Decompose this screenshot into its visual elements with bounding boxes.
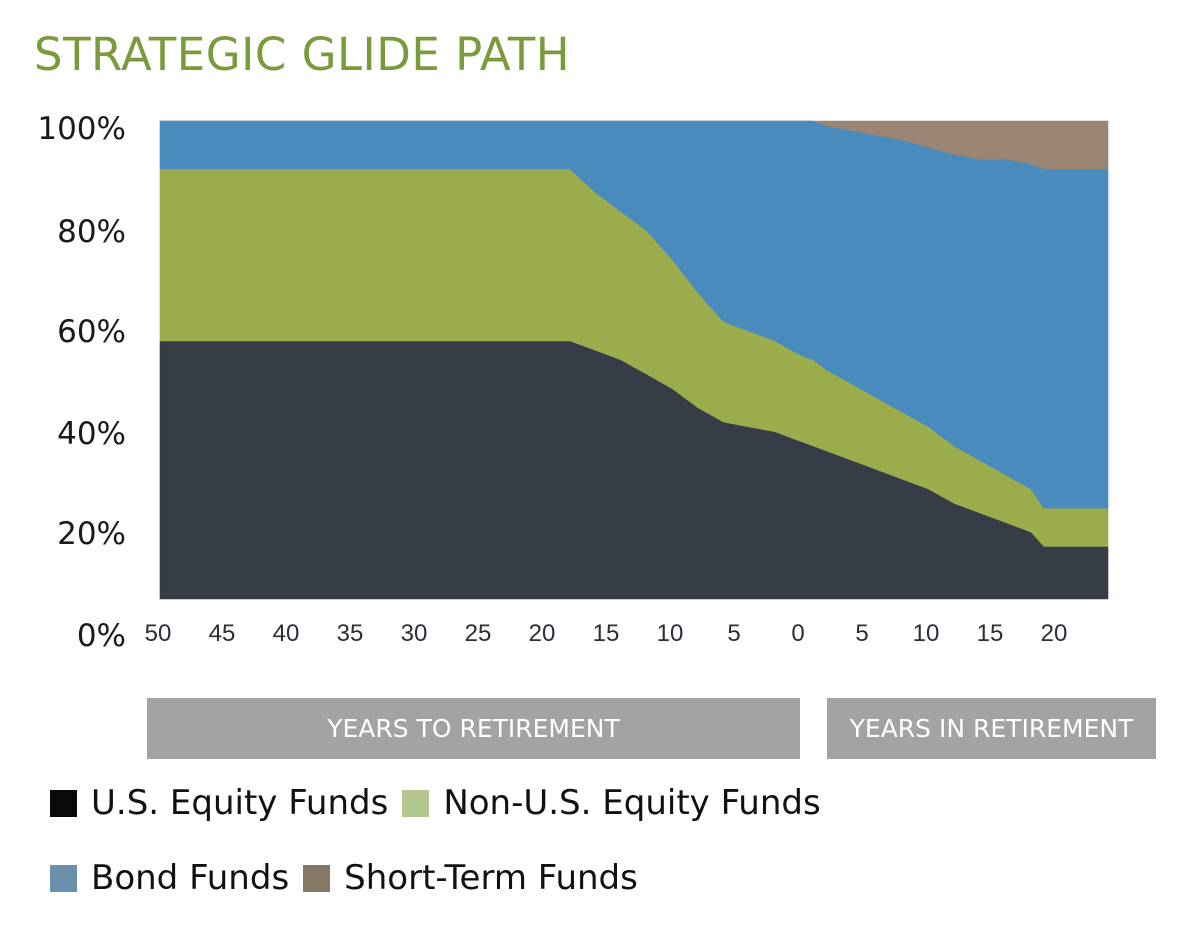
y-tick-60: 60% [57,314,126,350]
legend-label: Non-U.S. Equity Funds [443,783,821,823]
x-tick-label: 5 [727,620,741,647]
area-series-group [159,120,1109,600]
legend-row-2: Bond Funds Short-Term Funds [50,858,652,898]
x-tick-label: 20 [1040,620,1068,647]
x-tick-label: 0 [791,620,805,647]
y-tick-100: 100% [37,111,126,147]
legend-label: Bond Funds [91,858,290,898]
y-tick-40: 40% [57,416,126,452]
x-tick-label: 15 [592,620,620,647]
legend-item-non-us-equity: Non-U.S. Equity Funds [402,783,821,823]
y-tick-0: 0% [76,618,126,654]
legend-label: Short-Term Funds [344,858,638,898]
x-tick-label: 20 [528,620,556,647]
chart-title: STRATEGIC GLIDE PATH [34,28,571,81]
bond-swatch-icon [50,864,77,892]
x-tick-label: 30 [400,620,428,647]
x-tick-label: 10 [912,620,940,647]
short-term-area [160,120,1109,170]
x-tick-label: 40 [272,620,300,647]
legend-item-short-term: Short-Term Funds [303,858,638,898]
legend-item-us-equity: U.S. Equity Funds [50,783,388,823]
x-tick-label: 50 [144,620,172,647]
legend-row-1: U.S. Equity Funds Non-U.S. Equity Funds [50,783,835,823]
x-tick-label: 35 [336,620,364,647]
legend-item-bond: Bond Funds [50,858,289,898]
x-tick-label: 25 [464,620,492,647]
x-tick-label: 10 [656,620,684,647]
years-to-retirement-band: YEARS TO RETIREMENT [147,698,800,759]
y-tick-20: 20% [57,516,126,552]
x-tick-label: 45 [208,620,236,647]
x-tick-label: 15 [976,620,1004,647]
us-equity-swatch-icon [50,789,77,817]
x-tick-label: 5 [855,620,869,647]
years-in-retirement-band: YEARS IN RETIREMENT [827,698,1156,759]
y-tick-80: 80% [57,214,126,250]
non-us-equity-swatch-icon [402,789,430,817]
legend-label: U.S. Equity Funds [91,783,389,823]
short-term-swatch-icon [303,864,331,892]
